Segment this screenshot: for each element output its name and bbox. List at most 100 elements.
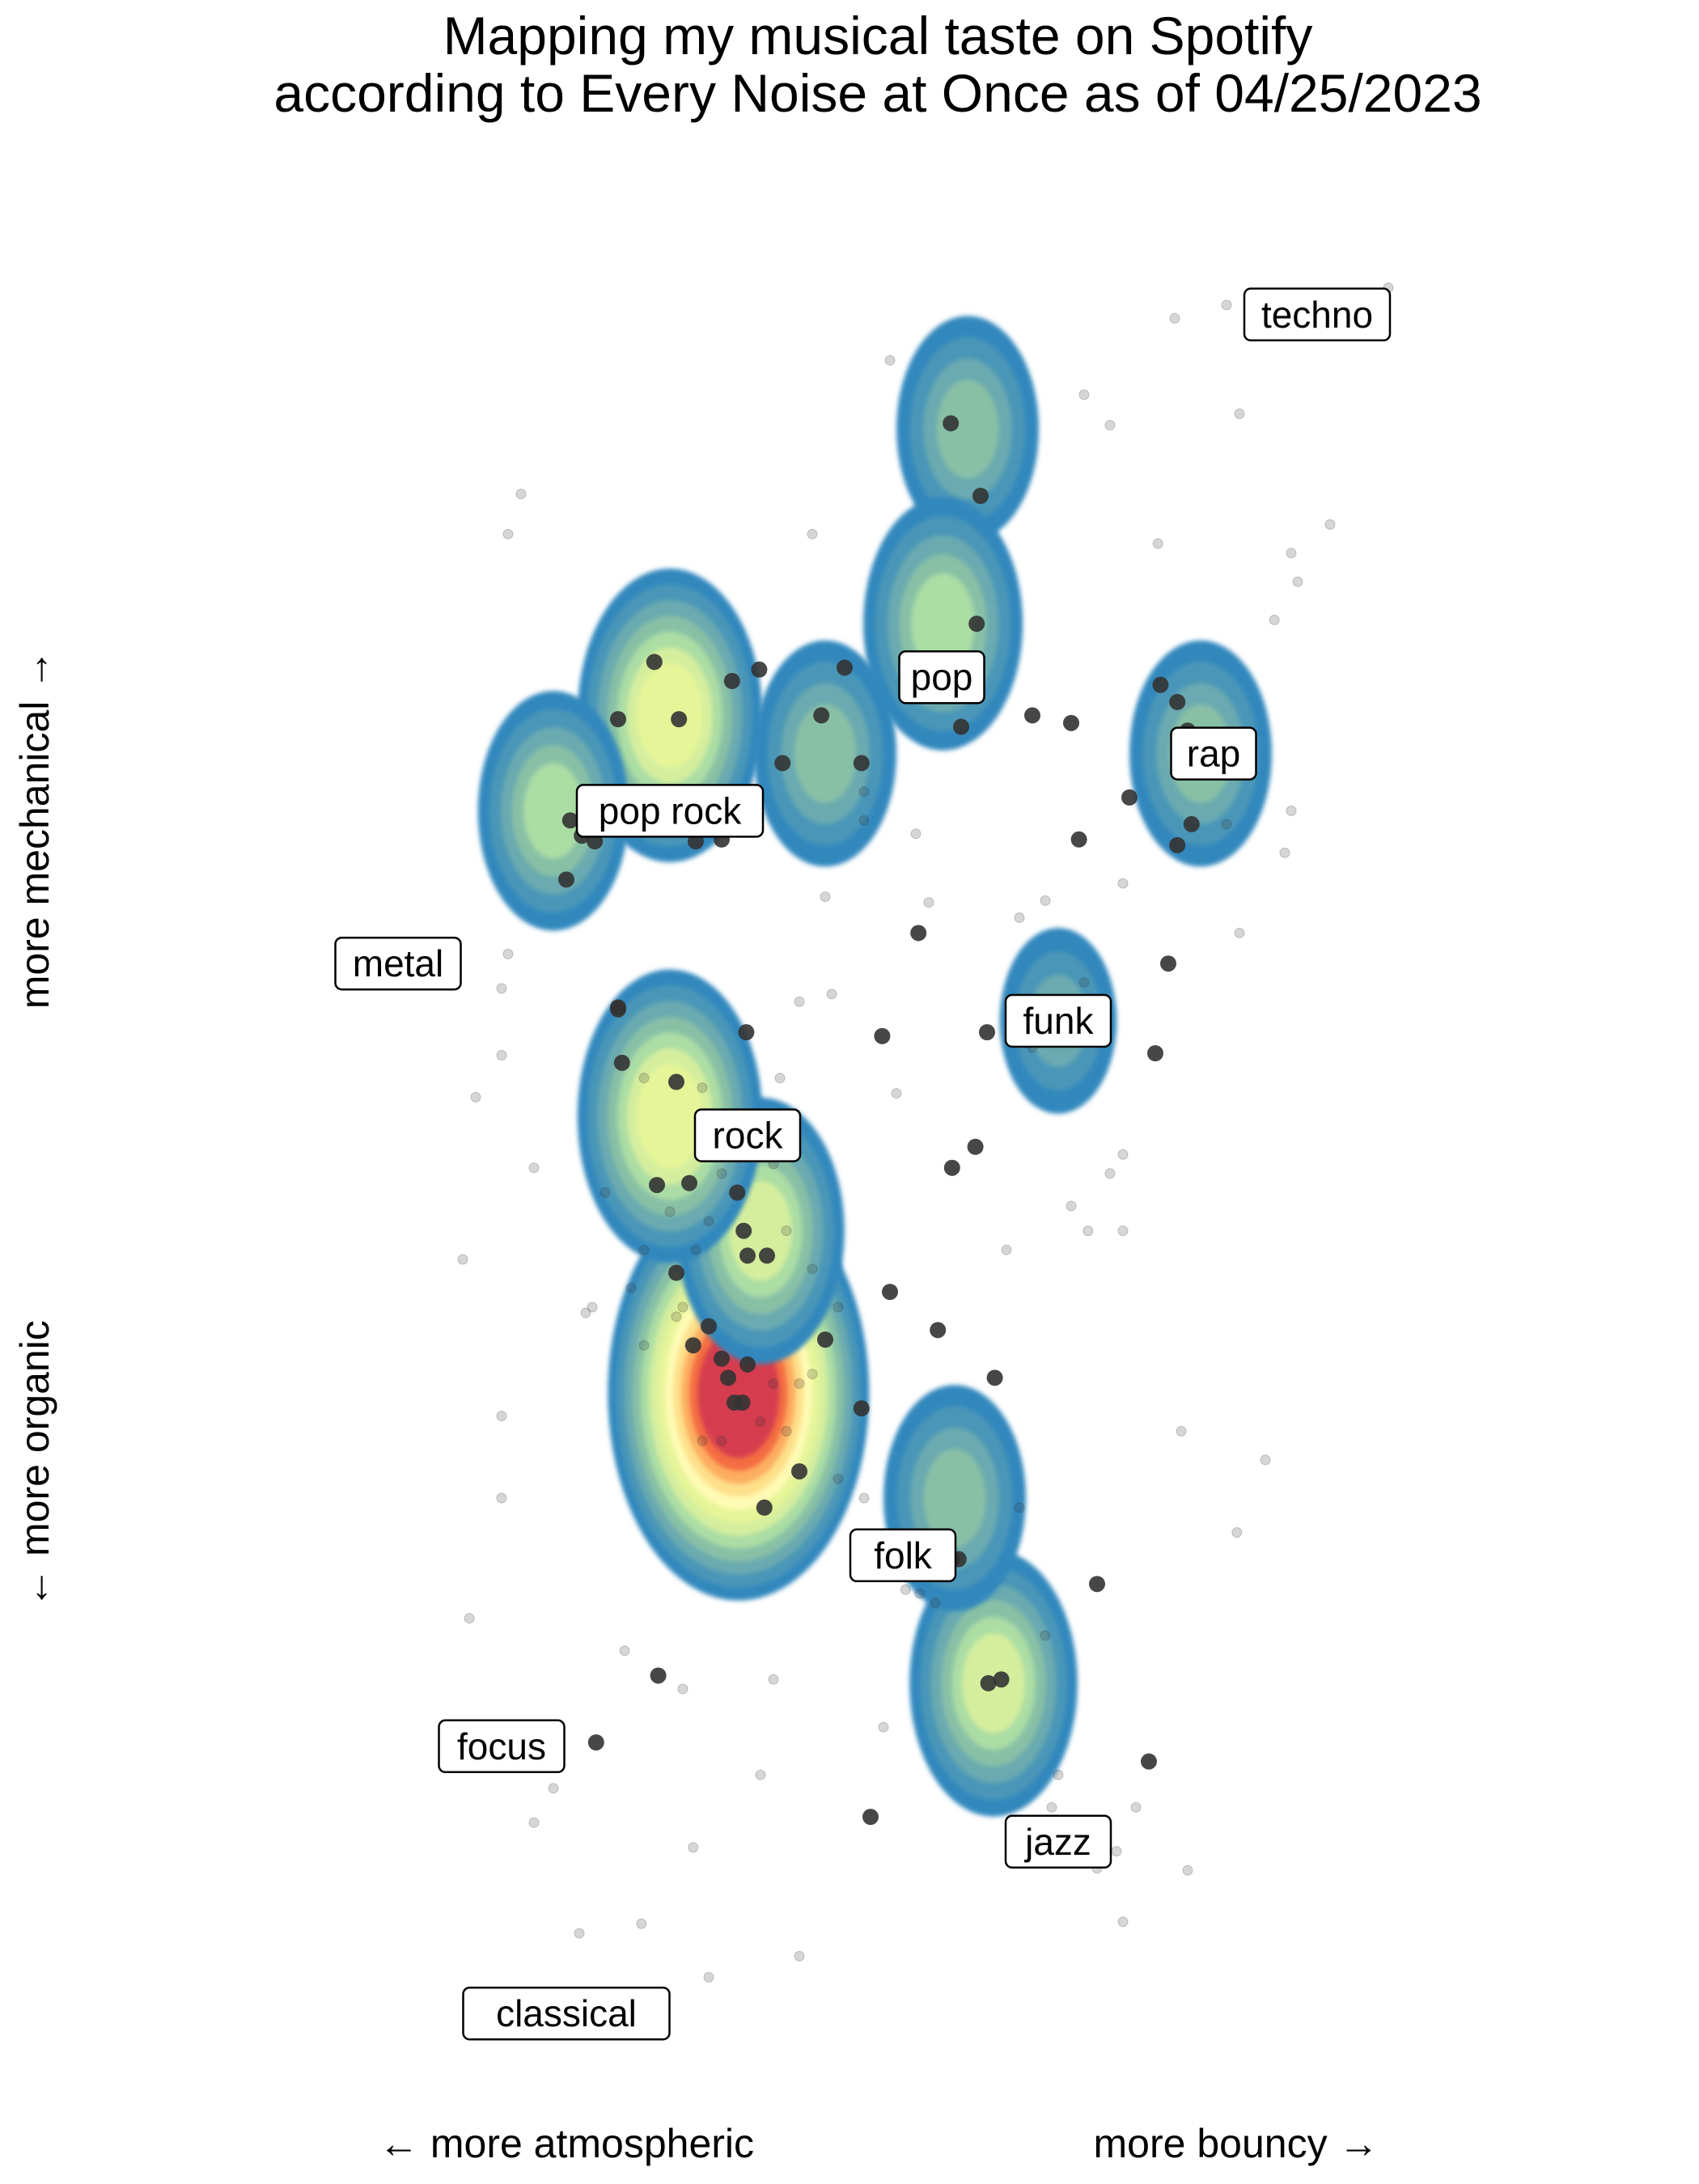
genre-label-focus: focus bbox=[438, 1719, 566, 1774]
point-light-71 bbox=[923, 897, 934, 908]
point-light-101 bbox=[690, 1244, 701, 1255]
point-light-98 bbox=[755, 1416, 766, 1428]
genre-label-box bbox=[898, 650, 985, 705]
point-light-5 bbox=[1269, 614, 1280, 625]
point-light-46 bbox=[1260, 1454, 1271, 1466]
point-dark-61 bbox=[986, 1369, 1003, 1386]
point-light-19 bbox=[528, 1162, 540, 1174]
point-light-61 bbox=[688, 1842, 699, 1853]
genre-label-box bbox=[1170, 726, 1257, 781]
x-axis-label-left: ← more atmospheric bbox=[379, 2121, 754, 2166]
density-peak-2 bbox=[577, 969, 763, 1263]
point-light-83 bbox=[1279, 847, 1290, 858]
point-light-33 bbox=[900, 1584, 911, 1595]
point-light-69 bbox=[858, 815, 870, 826]
point-light-73 bbox=[826, 988, 837, 1000]
point-dark-52 bbox=[853, 1400, 870, 1417]
genre-label-pop-rock: pop rock bbox=[575, 784, 765, 838]
point-light-7 bbox=[1152, 538, 1163, 549]
genre-label-box bbox=[693, 1108, 802, 1162]
point-light-99 bbox=[794, 1378, 805, 1389]
point-light-37 bbox=[1040, 1630, 1051, 1641]
point-light-81 bbox=[1117, 1149, 1129, 1160]
point-dark-2 bbox=[610, 711, 626, 728]
density-peak-5 bbox=[753, 640, 897, 867]
genre-label-pop: pop bbox=[898, 650, 985, 705]
point-light-6 bbox=[1286, 548, 1297, 559]
point-light-2 bbox=[1169, 313, 1180, 324]
point-dark-45 bbox=[714, 1350, 730, 1367]
point-light-103 bbox=[703, 1216, 714, 1227]
point-light-17 bbox=[496, 1049, 507, 1060]
point-dark-12 bbox=[953, 718, 969, 735]
point-dark-63 bbox=[967, 1138, 984, 1155]
point-dark-69 bbox=[1141, 1753, 1157, 1770]
point-light-96 bbox=[807, 1369, 818, 1380]
point-light-68 bbox=[858, 786, 870, 798]
point-light-84 bbox=[891, 1088, 902, 1099]
density-level-4 bbox=[523, 763, 584, 859]
point-light-75 bbox=[1040, 895, 1051, 906]
point-light-85 bbox=[600, 1187, 611, 1198]
point-dark-43 bbox=[668, 1264, 684, 1281]
point-light-55 bbox=[677, 1683, 688, 1695]
point-light-9 bbox=[807, 528, 818, 540]
point-light-53 bbox=[464, 1613, 475, 1624]
point-dark-39 bbox=[729, 1184, 746, 1201]
point-dark-30 bbox=[874, 1027, 891, 1044]
point-dark-34 bbox=[613, 1054, 630, 1071]
genre-label-box bbox=[438, 1719, 566, 1774]
genre-label-text: rap bbox=[1187, 733, 1240, 775]
point-dark-55 bbox=[756, 1499, 773, 1516]
point-light-0 bbox=[1221, 299, 1232, 311]
point-dark-49 bbox=[734, 1395, 751, 1411]
point-light-13 bbox=[1234, 408, 1245, 420]
point-dark-18 bbox=[1183, 815, 1200, 832]
genre-label-box bbox=[1004, 1814, 1112, 1869]
point-dark-16 bbox=[1169, 693, 1186, 710]
scatter-points bbox=[457, 282, 1394, 1983]
point-light-38 bbox=[1053, 1769, 1064, 1780]
genre-label-text: techno bbox=[1261, 294, 1373, 336]
point-light-29 bbox=[781, 1425, 792, 1437]
point-light-14 bbox=[502, 528, 514, 540]
point-dark-44 bbox=[701, 1318, 717, 1335]
point-light-25 bbox=[625, 1282, 637, 1293]
y-axis-label-top: more mechanical → bbox=[12, 650, 57, 1009]
point-light-88 bbox=[638, 1073, 650, 1084]
point-dark-14 bbox=[1063, 714, 1079, 731]
point-light-65 bbox=[1117, 1916, 1129, 1928]
point-dark-8 bbox=[853, 755, 870, 772]
genre-label-techno: techno bbox=[1243, 287, 1392, 342]
point-light-58 bbox=[528, 1817, 540, 1828]
point-dark-36 bbox=[738, 1024, 755, 1041]
point-light-47 bbox=[1104, 1168, 1116, 1179]
point-light-72 bbox=[820, 891, 831, 903]
genre-label-text: funk bbox=[1023, 1000, 1095, 1042]
point-light-82 bbox=[1286, 805, 1297, 816]
genre-label-box bbox=[1243, 287, 1392, 342]
point-dark-28 bbox=[910, 925, 927, 942]
point-light-36 bbox=[1014, 1502, 1025, 1513]
point-light-66 bbox=[1046, 1801, 1057, 1813]
point-light-60 bbox=[636, 1918, 647, 1929]
point-dark-58 bbox=[980, 1674, 997, 1691]
genre-label-text: jazz bbox=[1023, 1821, 1091, 1863]
point-light-41 bbox=[1111, 1846, 1122, 1857]
point-light-67 bbox=[878, 1721, 889, 1733]
point-light-30 bbox=[833, 1473, 844, 1484]
point-light-97 bbox=[768, 1378, 779, 1389]
point-dark-59 bbox=[993, 1671, 1010, 1688]
point-dark-25 bbox=[558, 871, 574, 888]
point-dark-62 bbox=[943, 1159, 960, 1176]
point-light-15 bbox=[496, 983, 507, 994]
point-dark-41 bbox=[739, 1247, 756, 1264]
genre-labels: techno pop rap pop rock metal funk rock folk foc… bbox=[334, 287, 1392, 2041]
point-light-91 bbox=[716, 1168, 727, 1179]
point-light-27 bbox=[697, 1435, 708, 1446]
point-light-24 bbox=[638, 1340, 650, 1351]
point-light-54 bbox=[619, 1645, 630, 1657]
point-dark-47 bbox=[720, 1369, 736, 1386]
point-light-59 bbox=[574, 1928, 585, 1939]
